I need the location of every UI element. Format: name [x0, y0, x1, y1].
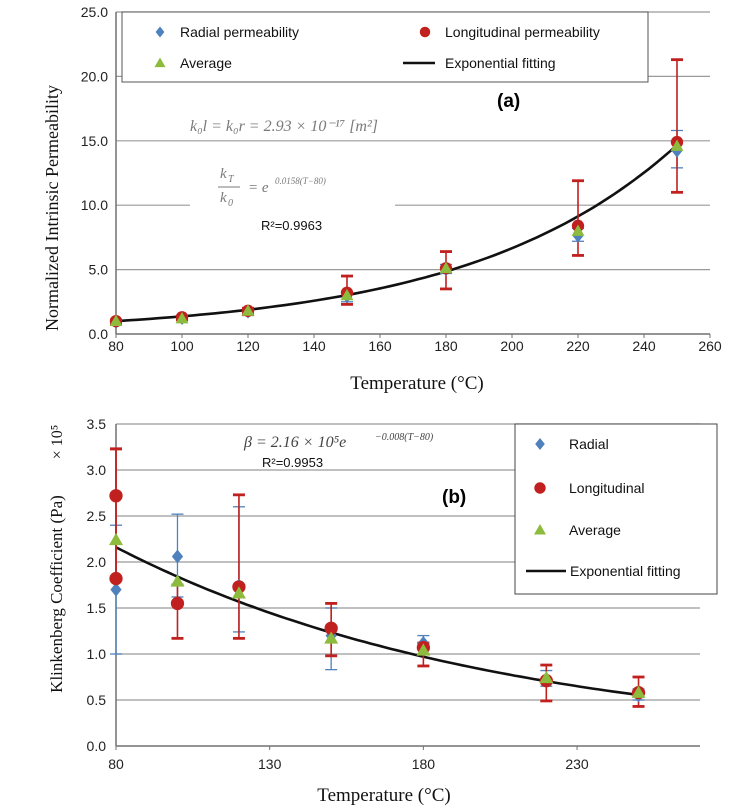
chart-a-eq-backdrop [190, 160, 395, 240]
chart-a-point-triangle [175, 312, 189, 324]
chart-a-eq2-num-sub: T [228, 174, 235, 185]
chart-b-legend-box [514, 423, 718, 595]
chart-b-point-circle [109, 571, 123, 586]
chart-a-fit-curve [115, 144, 678, 323]
chart-b-xtick-label: 180 [412, 756, 436, 772]
chart-a-legend-label: Longitudinal permeability [445, 24, 600, 40]
chart-a-ytick-label: 10.0 [81, 197, 108, 213]
chart-a-ytick-label: 25.0 [81, 4, 108, 20]
chart-b-legend-label: Radial [569, 436, 609, 452]
chart-b-legend-label: Longitudinal [569, 480, 645, 496]
chart-a-ytick-label: 0.0 [89, 326, 109, 342]
chart-b-point-triangle [231, 586, 246, 599]
chart-b-point-triangle [170, 574, 185, 587]
chart-b-xtick-label: 130 [258, 756, 282, 772]
chart-a-r2: R²=0.9963 [261, 218, 322, 233]
chart-a-xlabel: Temperature (°C) [350, 373, 483, 394]
chart-a-xtick-label: 220 [566, 338, 590, 354]
chart-a-xtick-label: 200 [500, 338, 524, 354]
chart-a-marks [109, 58, 684, 329]
chart-b-ytick-label: 1.5 [87, 600, 107, 616]
chart-b-ylabel: Klinkenberg Coefficient (Pa) [47, 495, 66, 693]
chart-b-xtick-label: 230 [565, 756, 589, 772]
chart-b-point-triangle [324, 631, 339, 644]
chart-b-xtick-label: 80 [108, 756, 124, 772]
chart-a-ytick-label: 15.0 [81, 133, 108, 149]
chart-b-point-triangle [631, 685, 646, 698]
chart-a-ylabel: Normalized Intrinsic Permeability [42, 85, 62, 331]
chart-b-legend-swatch-triangle [534, 524, 546, 535]
chart-a-xtick-label: 160 [368, 338, 392, 354]
chart-a-eq2-den-sub: 0 [228, 198, 233, 209]
chart-b-point-circle [170, 596, 185, 611]
chart-a-legend-box [121, 11, 649, 83]
chart-a-point-triangle [241, 304, 255, 316]
chart-a-legend-label: Average [180, 55, 232, 71]
chart-b-legend-label: Average [569, 522, 621, 538]
chart-b-point-triangle [539, 670, 554, 684]
chart-a-axes [115, 12, 711, 338]
chart-a-eq1: k₀l = k₀r = 2.93 × 10⁻¹⁷ [m²] [190, 118, 378, 135]
chart-b-ytick-label: 1.0 [87, 646, 107, 662]
chart-b-eq1: β = 2.16 × 10⁵e [243, 434, 346, 451]
chart-a-point-triangle [571, 224, 585, 236]
chart-a-xtick-label: 120 [236, 338, 260, 354]
chart-a-xtick-label: 260 [698, 338, 722, 354]
chart-a-point-triangle [439, 261, 453, 274]
chart-a-point-triangle [109, 314, 123, 326]
chart-a-tick-labels: 0.0 5.0 10.0 15.0 20.0 25.0 80 100 120 140 160 180 2… [81, 4, 722, 354]
chart-b-xlabel: Temperature (°C) [317, 785, 450, 806]
chart-b-tick-labels: 0.0 0.5 1.0 1.5 2.0 2.5 3.0 3.5 80 130 180 230 [87, 416, 589, 772]
chart-b-marks [109, 447, 646, 708]
chart-a-xtick-label: 140 [302, 338, 326, 354]
chart-b-legend-label: Exponential fitting [570, 563, 681, 579]
chart-a-legend: Radial permeability Longitudinal permeabi… [154, 24, 600, 71]
chart-a-point-triangle [340, 288, 354, 301]
chart-b-point-circle [324, 621, 338, 635]
chart-a-eq2-den: k [220, 190, 227, 206]
chart-a-eq2-num: k [220, 166, 227, 182]
chart-b-ytick-label: 3.5 [87, 416, 107, 432]
chart-a-xtick-label: 80 [108, 338, 124, 354]
chart-a-legend-label: Radial permeability [180, 24, 299, 40]
chart-b-point-triangle [416, 643, 431, 656]
chart-a: 0.0 5.0 10.0 15.0 20.0 25.0 80 100 120 140 160 180 2… [42, 4, 722, 394]
chart-b-eq1-exp: −0.008(T−80) [375, 432, 434, 443]
chart-b: 0.0 0.5 1.0 1.5 2.0 2.5 3.0 3.5 80 130 180 230 Radi… [47, 416, 718, 806]
chart-b-ytick-label: 2.0 [87, 554, 107, 570]
chart-b-point-triangle [109, 532, 123, 546]
chart-b-point-diamond [171, 549, 184, 564]
chart-a-legend-label: Exponential fitting [445, 55, 556, 71]
chart-b-legend-swatch-diamond [535, 438, 545, 450]
chart-b-ytick-label: 0.0 [87, 738, 107, 754]
chart-b-point-diamond [110, 582, 122, 597]
chart-a-panel-label: (a) [497, 91, 520, 112]
chart-b-ylabel-factor: × 10⁵ [49, 425, 66, 460]
chart-b-point-circle [109, 489, 123, 503]
chart-a-eq2-exp: 0.0158(T−80) [275, 176, 326, 186]
chart-a-xtick-label: 100 [170, 338, 194, 354]
chart-b-ytick-label: 3.0 [87, 462, 107, 478]
chart-a-legend-swatch-circle [419, 26, 431, 38]
chart-a-ytick-label: 5.0 [89, 262, 109, 278]
chart-a-fit-line [115, 144, 678, 323]
chart-a-xtick-label: 180 [434, 338, 458, 354]
chart-a-eq2-rhs: = e [248, 180, 269, 196]
chart-a-ytick-label: 20.0 [81, 68, 108, 84]
chart-b-legend: Radial Longitudinal Average Exponential fit… [526, 436, 681, 579]
chart-b-ytick-label: 0.5 [87, 692, 107, 708]
chart-b-ytick-label: 2.5 [87, 508, 107, 524]
chart-a-eq2: k T k 0 = e 0.0158(T−80) [218, 166, 326, 209]
chart-a-legend-swatch-triangle [154, 57, 166, 68]
chart-b-panel-label: (b) [442, 487, 466, 508]
chart-a-legend-swatch-diamond [155, 26, 165, 38]
chart-a-xtick-label: 240 [632, 338, 656, 354]
chart-b-legend-swatch-circle [534, 482, 546, 494]
chart-b-r2: R²=0.9953 [262, 455, 323, 470]
chart-a-point-triangle [670, 139, 684, 151]
